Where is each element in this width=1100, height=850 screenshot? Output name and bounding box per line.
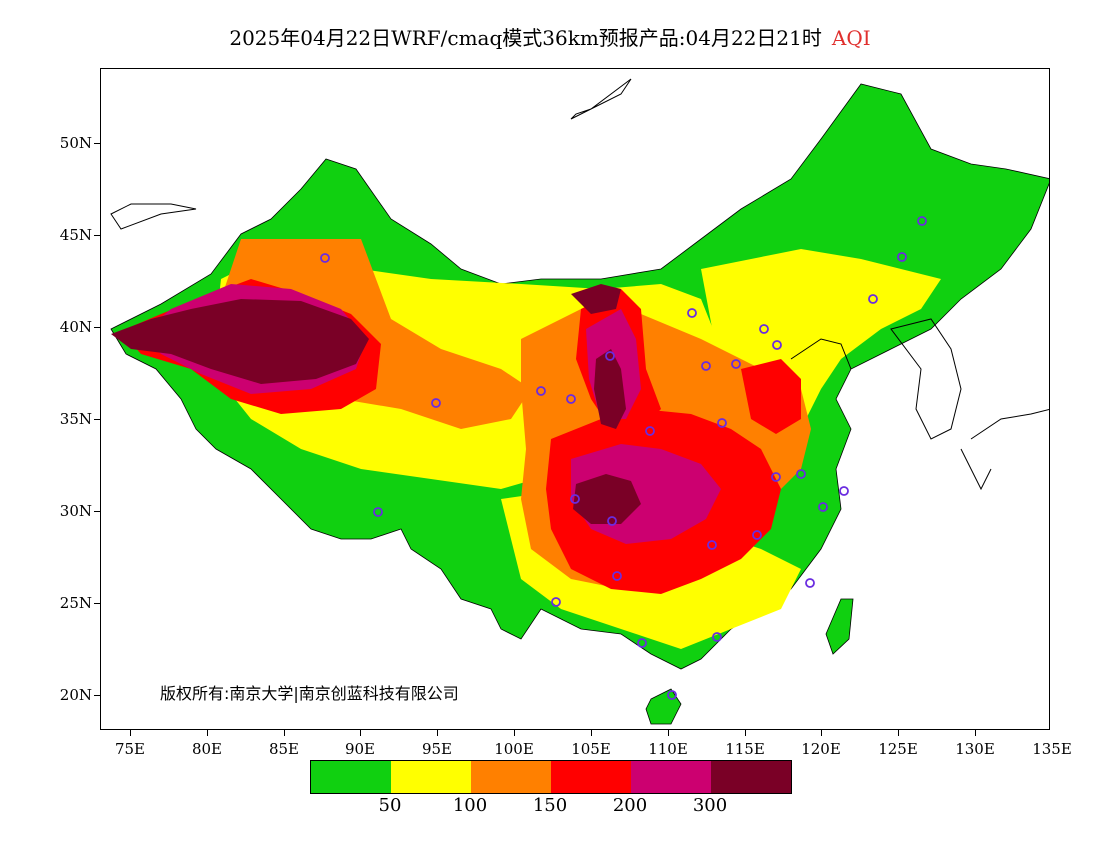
x-tick-label: 80E — [191, 740, 223, 758]
legend-swatch — [311, 761, 391, 793]
aqi-map — [110, 78, 1049, 725]
city-marker — [431, 398, 441, 408]
city-marker — [637, 638, 647, 648]
city-marker — [536, 386, 546, 396]
darkred-zone-taklimakan — [111, 299, 369, 384]
legend-swatch — [711, 761, 791, 793]
x-tick-label: 105E — [571, 740, 611, 758]
x-tick-label: 95E — [421, 740, 453, 758]
y-tick-label: 25N — [59, 594, 92, 612]
legend-swatch — [471, 761, 551, 793]
legend-label: 200 — [612, 795, 648, 816]
city-marker — [645, 426, 655, 436]
city-marker — [752, 530, 762, 540]
city-marker — [373, 507, 383, 517]
taiwan-island — [825, 598, 854, 655]
city-marker — [707, 540, 717, 550]
city-marker — [771, 472, 781, 482]
city-marker — [917, 216, 927, 226]
y-tick-label: 40N — [59, 318, 92, 336]
x-tick-label: 130E — [955, 740, 995, 758]
city-marker — [320, 253, 330, 263]
y-tick-label: 20N — [59, 686, 92, 704]
japan-outline — [960, 408, 1049, 491]
city-marker — [701, 361, 711, 371]
x-tick-label: 90E — [344, 740, 376, 758]
city-marker — [612, 571, 622, 581]
darkred-zone-north — [571, 284, 621, 314]
map-frame — [100, 68, 1050, 730]
x-tick-label: 110E — [648, 740, 688, 758]
legend-label: 50 — [378, 795, 402, 816]
legend-label: 150 — [532, 795, 568, 816]
red-zone-hebei — [741, 359, 801, 434]
title-main: 2025年04月22日WRF/cmaq模式36km预报产品:04月22日21时 — [229, 26, 822, 50]
x-tick-label: 115E — [725, 740, 765, 758]
x-tick-label: 75E — [114, 740, 146, 758]
hainan-island — [645, 688, 682, 725]
y-tick-label: 50N — [59, 134, 92, 152]
city-marker — [772, 340, 782, 350]
legend-swatch — [631, 761, 711, 793]
city-marker — [667, 690, 677, 700]
y-tick-label: 30N — [59, 502, 92, 520]
x-tick-label: 125E — [878, 740, 918, 758]
x-tick-label: 100E — [494, 740, 534, 758]
title-variable: AQI — [831, 26, 871, 50]
lake-outline — [570, 78, 632, 120]
x-tick-label: 85E — [268, 740, 300, 758]
city-marker — [687, 308, 697, 318]
city-marker — [839, 486, 849, 496]
coastline-bohai — [790, 338, 852, 370]
darkred-zone-sichuan — [573, 474, 641, 524]
city-marker — [818, 502, 828, 512]
y-tick-label: 35N — [59, 410, 92, 428]
city-markers — [320, 216, 927, 700]
balkhash-outline — [110, 203, 197, 230]
city-marker — [712, 632, 722, 642]
legend-swatch — [551, 761, 631, 793]
city-marker — [731, 359, 741, 369]
color-legend — [310, 760, 792, 794]
city-marker — [805, 578, 815, 588]
x-tick-label: 120E — [801, 740, 841, 758]
city-marker — [717, 418, 727, 428]
darkred-zone-ordos — [594, 349, 626, 429]
city-marker — [868, 294, 878, 304]
legend-swatch — [391, 761, 471, 793]
x-tick-label: 135E — [1032, 740, 1072, 758]
y-tick-label: 45N — [59, 226, 92, 244]
legend-label: 300 — [692, 795, 728, 816]
city-marker — [897, 252, 907, 262]
city-marker — [796, 469, 806, 479]
city-marker — [551, 597, 561, 607]
city-marker — [607, 516, 617, 526]
city-marker — [570, 494, 580, 504]
city-marker — [759, 324, 769, 334]
korea-outline — [890, 318, 962, 440]
copyright-text: 版权所有:南京大学|南京创蓝科技有限公司 — [160, 684, 459, 703]
city-marker — [566, 394, 576, 404]
city-marker — [605, 351, 615, 361]
legend-label: 100 — [452, 795, 488, 816]
map-title: 2025年04月22日WRF/cmaq模式36km预报产品:04月22日21时 A… — [0, 22, 1100, 51]
